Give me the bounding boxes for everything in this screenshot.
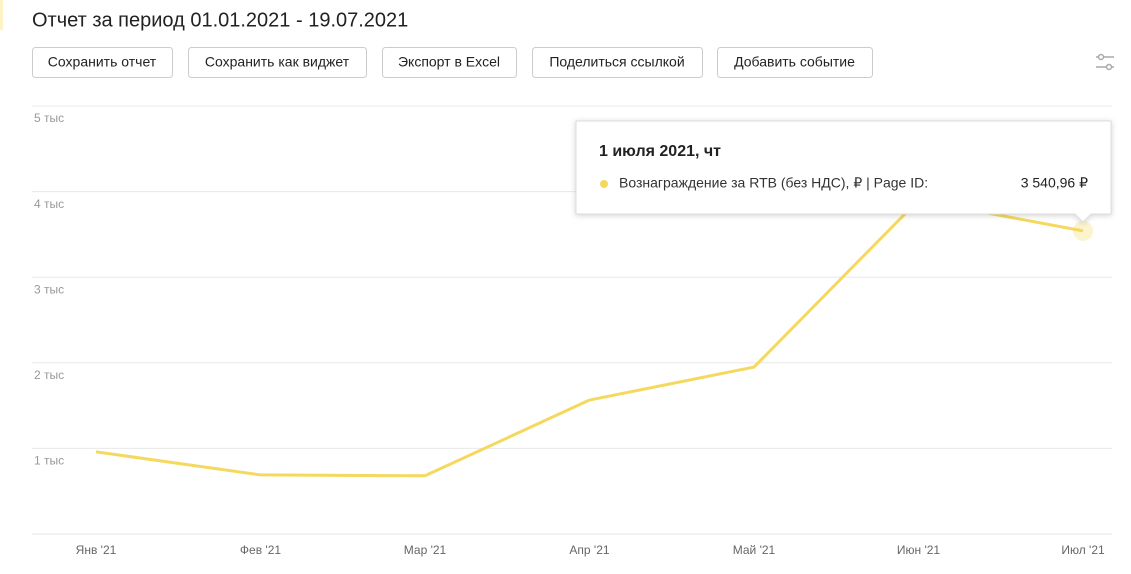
button-label[interactable]: Экспорт в Excel	[398, 54, 500, 70]
legend-dot	[600, 180, 608, 188]
accent-bar	[0, 0, 3, 30]
button-label[interactable]: Сохранить отчет	[48, 54, 157, 70]
button-label[interactable]: Сохранить как виджет	[205, 54, 350, 70]
y-tick-label: 1 тыс	[34, 454, 64, 468]
active-point	[1073, 220, 1093, 241]
value-label: 3 540,96 ₽	[1021, 175, 1088, 191]
line-series	[95, 198, 1084, 478]
button-label[interactable]: Поделиться ссылкой	[549, 54, 684, 70]
y-tick-label: 3 тыс	[34, 282, 64, 296]
series-name: Вознаграждение за RTB (без НДС), ₽ | Pag…	[619, 175, 928, 191]
x-tick-label: Фев '21	[240, 543, 281, 557]
y-tick-label: 4 тыс	[34, 197, 64, 211]
x-tick-label: Янв '21	[76, 543, 117, 557]
page-title: Отчет за период 01.01.2021 - 19.07.2021	[32, 9, 408, 31]
button[interactable]	[717, 47, 873, 78]
settings-icon[interactable]	[1096, 53, 1114, 71]
x-tick-label: Май '21	[733, 543, 776, 557]
x-tick-label: Мар '21	[404, 543, 447, 557]
button[interactable]	[188, 47, 367, 78]
tooltip-title: 1 июля 2021, чт	[599, 143, 721, 160]
button-label[interactable]: Добавить событие	[734, 54, 855, 70]
button[interactable]	[532, 47, 703, 78]
x-tick-label: Июн '21	[897, 543, 941, 557]
x-tick-label: Июл '21	[1061, 543, 1105, 557]
chart: 1 тыс 2 тыс 3 тыс 4 тыс 5 тыс Янв '21 Фев '21 М…	[32, 105, 1112, 557]
button[interactable]	[382, 47, 517, 78]
x-tick-label: Апр '21	[569, 543, 609, 557]
tooltip: 1 июля 2021, чт Вознаграждение за RTB (бе…	[575, 120, 1112, 223]
y-tick-label: 5 тыс	[34, 111, 64, 125]
tooltip-box	[575, 120, 1112, 223]
toolbar: Сохранить отчет Сохранить как виджет Экспо…	[32, 47, 873, 78]
button[interactable]	[32, 47, 173, 78]
y-tick-label: 2 тыс	[34, 368, 64, 382]
